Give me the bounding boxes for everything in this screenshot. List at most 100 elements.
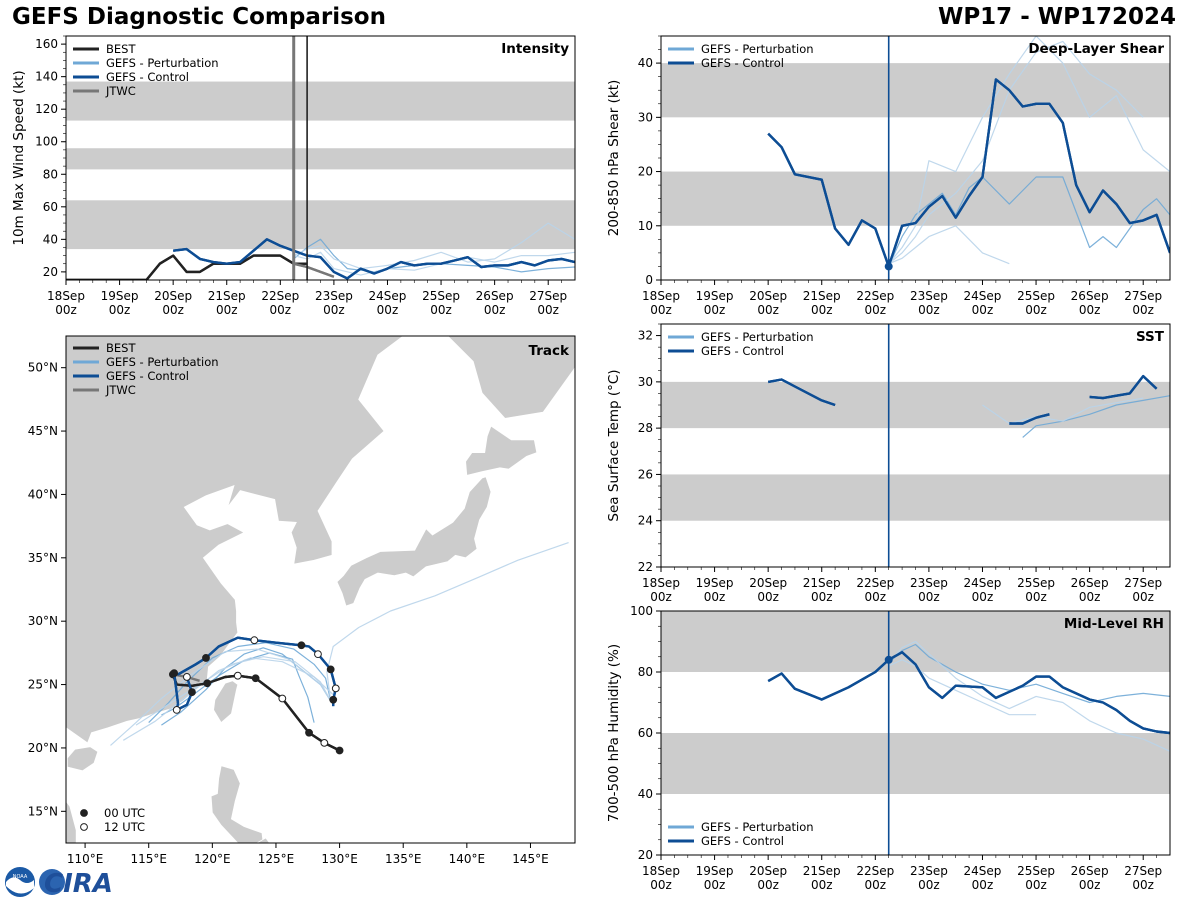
track-ytick-label: 35°N bbox=[28, 551, 58, 565]
rh-xtick-label: 00z bbox=[811, 878, 833, 892]
track-ytick-label: 50°N bbox=[28, 361, 58, 375]
rh-series-line bbox=[888, 640, 1170, 752]
shear-xtick-label: 27Sep bbox=[1124, 289, 1162, 303]
track-legend-entry: JTWC bbox=[105, 383, 136, 397]
sst-ytick-label: 24 bbox=[638, 514, 653, 528]
track-00utc-marker bbox=[335, 746, 344, 755]
sst-xtick-label: 24Sep bbox=[964, 576, 1002, 590]
sst-ytick-label: 28 bbox=[638, 421, 653, 435]
intensity-ytick-label: 120 bbox=[35, 102, 58, 116]
rh-ytick-label: 60 bbox=[638, 726, 653, 740]
noaa-wave-icon bbox=[6, 877, 34, 894]
rh-xtick-label: 19Sep bbox=[696, 864, 734, 878]
sst-xtick-label: 25Sep bbox=[1017, 576, 1055, 590]
track-ytick-label: 25°N bbox=[28, 678, 58, 692]
rh-xtick-label: 24Sep bbox=[964, 864, 1002, 878]
rh-init-marker bbox=[884, 655, 893, 664]
intensity-legend-entry: GEFS - Control bbox=[106, 70, 189, 84]
track-xtick-label: 145°E bbox=[512, 852, 549, 866]
rh-panel-label: Mid-Level RH bbox=[1064, 616, 1164, 632]
rh-xtick-label: 00z bbox=[650, 878, 672, 892]
shear-xtick-label: 00z bbox=[918, 303, 940, 317]
track-marker-legend-symbol bbox=[80, 823, 88, 831]
shear-xtick-label: 00z bbox=[757, 303, 779, 317]
shear-ylabel: 200-850 hPa Shear (kt) bbox=[606, 80, 622, 237]
intensity-xtick-label: 23Sep bbox=[315, 289, 353, 303]
track-xtick-label: 140°E bbox=[449, 852, 486, 866]
intensity-xtick-label: 25Sep bbox=[422, 289, 460, 303]
track-12utc-marker bbox=[320, 738, 329, 747]
track-12utc-marker bbox=[182, 673, 191, 681]
track-xtick-label: 125°E bbox=[258, 852, 295, 866]
shear-legend-entry: GEFS - Control bbox=[701, 56, 784, 70]
intensity-best-line bbox=[66, 254, 308, 280]
sst-xtick-label: 00z bbox=[757, 590, 779, 604]
shear-series-line bbox=[888, 40, 1144, 265]
sst-xtick-label: 20Sep bbox=[749, 576, 787, 590]
intensity-ytick-label: 140 bbox=[35, 70, 58, 84]
sst-xtick-label: 00z bbox=[1079, 590, 1101, 604]
track-perturbation_light-line bbox=[326, 542, 569, 702]
rh-ytick-label: 20 bbox=[638, 848, 653, 862]
intensity-xtick-label: 27Sep bbox=[529, 289, 567, 303]
rh-legend-entry: GEFS - Perturbation bbox=[701, 820, 814, 834]
intensity-xtick-label: 20Sep bbox=[154, 289, 192, 303]
rh-ytick-label: 100 bbox=[630, 604, 653, 618]
intensity-xtick-label: 18Sep bbox=[47, 289, 85, 303]
land-polygon bbox=[66, 746, 99, 772]
rh-plot-area bbox=[661, 611, 1170, 855]
rh-xtick-label: 23Sep bbox=[910, 864, 948, 878]
track-ytick-label: 20°N bbox=[28, 741, 58, 755]
track-xtick-label: 110°E bbox=[67, 852, 104, 866]
track-12utc-marker bbox=[250, 636, 259, 645]
track-12utc-marker bbox=[233, 671, 242, 680]
rh-xtick-label: 00z bbox=[1132, 878, 1154, 892]
cira-noaa-logo: NOAA CIRA bbox=[5, 867, 113, 898]
sst-xtick-label: 00z bbox=[972, 590, 994, 604]
intensity-category-band bbox=[66, 200, 575, 250]
track-12utc-marker bbox=[172, 706, 181, 714]
sst-ytick-label: 32 bbox=[638, 329, 653, 343]
sst-xtick-label: 26Sep bbox=[1071, 576, 1109, 590]
intensity-xtick-label: 24Sep bbox=[369, 289, 407, 303]
track-marker-legend-symbol bbox=[80, 809, 88, 817]
track-control-line bbox=[172, 636, 337, 712]
track-xtick-label: 135°E bbox=[385, 852, 422, 866]
track-xtick-label: 130°E bbox=[321, 852, 358, 866]
intensity-control-line bbox=[173, 238, 575, 280]
rh-ytick-label: 40 bbox=[638, 787, 653, 801]
intensity-ylabel: 10m Max Wind Speed (kt) bbox=[11, 70, 27, 245]
track-xtick-label: 120°E bbox=[194, 852, 231, 866]
intensity-ytick-label: 40 bbox=[43, 232, 58, 246]
shear-series-line bbox=[888, 36, 1170, 265]
shear-xtick-label: 00z bbox=[704, 303, 726, 317]
intensity-legend-entry: JTWC bbox=[105, 84, 136, 98]
track-00utc-marker bbox=[188, 688, 196, 697]
sst-legend-entry: GEFS - Control bbox=[701, 344, 784, 358]
shear-legend-entry: GEFS - Perturbation bbox=[701, 42, 814, 56]
track-00utc-marker bbox=[202, 654, 210, 662]
track-legend-entry: GEFS - Control bbox=[106, 369, 189, 383]
intensity-xtick-label: 21Sep bbox=[208, 289, 246, 303]
rh-xtick-label: 27Sep bbox=[1124, 864, 1162, 878]
noaa-badge-text: NOAA bbox=[13, 874, 28, 880]
storm-id-title: WP17 - WP172024 bbox=[937, 4, 1176, 30]
intensity-xtick-label: 19Sep bbox=[101, 289, 139, 303]
intensity-xtick-label: 00z bbox=[484, 303, 506, 317]
sst-xtick-label: 00z bbox=[1132, 590, 1154, 604]
track-xtick-label: 115°E bbox=[130, 852, 167, 866]
shear-xtick-label: 25Sep bbox=[1017, 289, 1055, 303]
sst-ytick-label: 30 bbox=[638, 375, 653, 389]
rh-xtick-label: 00z bbox=[918, 878, 940, 892]
shear-xtick-label: 26Sep bbox=[1071, 289, 1109, 303]
shear-xtick-label: 00z bbox=[811, 303, 833, 317]
shear-xtick-label: 00z bbox=[1132, 303, 1154, 317]
shear-xtick-label: 00z bbox=[865, 303, 887, 317]
track-marker-legend-label: 00 UTC bbox=[104, 806, 145, 820]
track-12utc-marker bbox=[278, 694, 287, 703]
shear-series-line bbox=[888, 225, 1010, 265]
sst-xtick-label: 00z bbox=[865, 590, 887, 604]
sst-panel-label: SST bbox=[1136, 329, 1165, 345]
intensity-category-band bbox=[66, 148, 575, 170]
